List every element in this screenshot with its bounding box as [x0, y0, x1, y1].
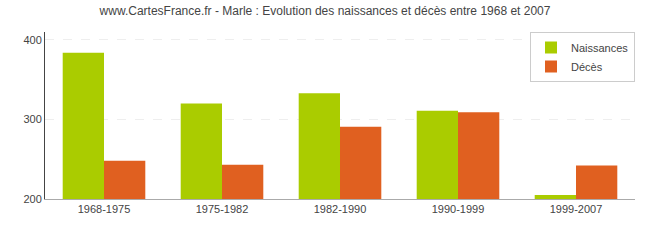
svg-text:1975-1982: 1975-1982	[196, 203, 249, 215]
svg-text:1999-2007: 1999-2007	[550, 203, 603, 215]
svg-text:1982-1990: 1982-1990	[314, 203, 367, 215]
svg-text:200: 200	[23, 193, 41, 205]
svg-text:1990-1999: 1990-1999	[432, 203, 485, 215]
svg-text:300: 300	[23, 113, 41, 125]
svg-text:1968-1975: 1968-1975	[78, 203, 131, 215]
svg-text:www.CartesFrance.fr - Marle :: www.CartesFrance.fr - Marle : Evolution …	[99, 4, 551, 18]
svg-text:400: 400	[23, 34, 41, 46]
svg-text:Naissances: Naissances	[571, 42, 628, 54]
svg-text:Décès: Décès	[571, 61, 603, 73]
